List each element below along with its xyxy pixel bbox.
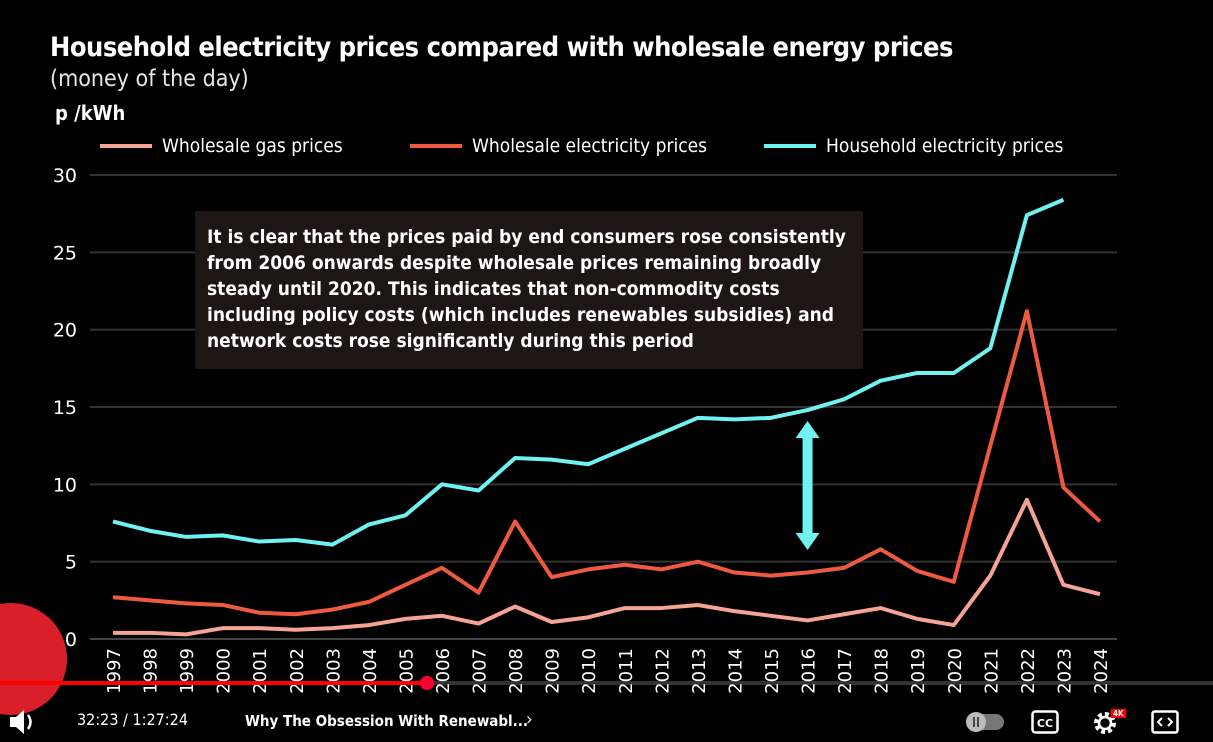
- x-tick-label: 2011: [616, 648, 637, 694]
- series-line: [112, 309, 1102, 617]
- legend-label: Wholesale electricity prices: [472, 135, 708, 157]
- legend-label: Household electricity prices: [826, 135, 1064, 157]
- y-tick-label: 30: [53, 165, 77, 187]
- legend-item-household-electricity: Household electricity prices: [764, 135, 1063, 157]
- progress-bar[interactable]: [0, 676, 1213, 690]
- quality-badge: 4K: [1111, 709, 1126, 718]
- x-tick-label: 2004: [360, 648, 381, 694]
- x-tick-label: 1999: [177, 648, 198, 694]
- x-tick-label: 2012: [652, 648, 673, 694]
- y-tick-label: 0: [65, 629, 77, 651]
- legend-swatch: [410, 144, 462, 148]
- annotation-box: It is clear that the prices paid by end …: [195, 211, 863, 369]
- current-time: 32:23: [77, 710, 119, 729]
- chart-title: Household electricity prices compared wi…: [50, 32, 953, 63]
- chart-subtitle: (money of the day): [50, 66, 249, 92]
- x-tick-label: 2014: [725, 648, 746, 694]
- x-tick-label: 2019: [908, 648, 929, 694]
- x-tick-label: 2018: [872, 648, 893, 694]
- y-tick-label: 25: [53, 242, 77, 264]
- captions-icon[interactable]: CC: [1031, 710, 1059, 734]
- x-tick-label: 2005: [396, 648, 417, 694]
- y-tick-label: 15: [53, 397, 77, 419]
- x-tick-label: 2023: [1054, 648, 1075, 694]
- y-tick-label: 20: [53, 320, 77, 342]
- y-axis-label: p /kWh: [55, 101, 126, 125]
- x-tick-label: 2020: [945, 648, 966, 694]
- chevron-right-icon[interactable]: ›: [526, 709, 533, 730]
- svg-text:CC: CC: [1037, 717, 1053, 730]
- autoplay-toggle[interactable]: [965, 711, 1005, 733]
- x-tick-label: 2017: [835, 648, 856, 694]
- x-tick-label: 2008: [506, 648, 527, 694]
- time-display: 32:23 / 1:27:24: [77, 710, 188, 729]
- time-separator: /: [118, 710, 133, 729]
- x-tick-label: 2010: [579, 648, 600, 694]
- scrubber-handle[interactable]: [420, 676, 435, 690]
- x-tick-label: 2022: [1018, 648, 1039, 694]
- total-time: 1:27:24: [132, 710, 188, 729]
- x-tick-label: 2003: [323, 648, 344, 694]
- series-line: [113, 497, 1101, 637]
- x-tick-label: 2009: [543, 648, 564, 694]
- x-tick-label: 2015: [762, 648, 783, 694]
- legend-item-wholesale-electricity: Wholesale electricity prices: [410, 135, 707, 157]
- x-tick-label: 2006: [433, 648, 454, 694]
- chapter-title[interactable]: Why The Obsession With Renewabl...: [245, 712, 529, 730]
- x-tick-label: 1997: [104, 648, 125, 694]
- miniplayer-icon[interactable]: [1151, 710, 1179, 734]
- legend-swatch: [100, 144, 152, 148]
- legend-label: Wholesale gas prices: [162, 135, 343, 157]
- legend-swatch: [764, 144, 816, 148]
- x-tick-label: 2000: [214, 648, 235, 694]
- x-tick-label: 2016: [799, 648, 820, 694]
- x-tick-label: 2007: [470, 648, 491, 694]
- y-tick-label: 5: [65, 552, 77, 574]
- y-tick-label: 10: [53, 474, 77, 496]
- x-tick-label: 1998: [141, 648, 162, 694]
- settings-gear-icon[interactable]: [1091, 708, 1121, 738]
- x-tick-label: 2001: [250, 648, 271, 694]
- legend-item-gas: Wholesale gas prices: [100, 135, 343, 157]
- progress-fill: [0, 681, 428, 685]
- volume-icon[interactable]: [8, 708, 38, 736]
- x-tick-label: 2024: [1091, 648, 1112, 694]
- double-arrow-icon: [795, 421, 820, 550]
- x-tick-label: 2002: [287, 648, 308, 694]
- x-tick-label: 2021: [981, 648, 1002, 694]
- x-tick-label: 2013: [689, 648, 710, 694]
